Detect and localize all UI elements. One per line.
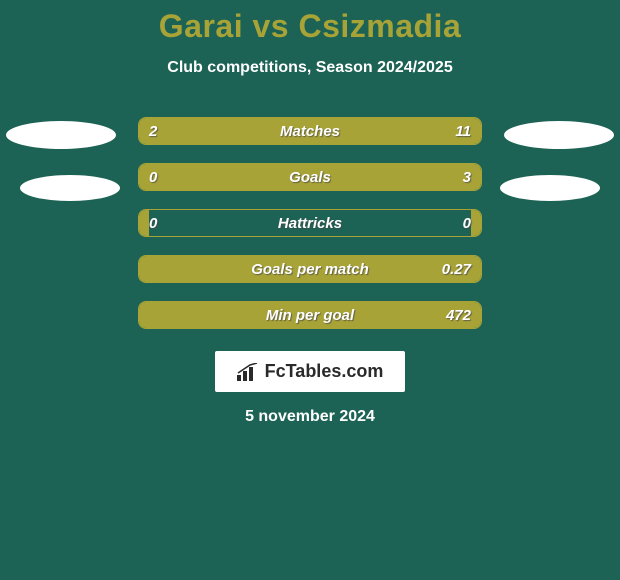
stat-value-left: 0 [149,164,157,190]
stat-row: Goals per match0.27 [138,255,482,283]
page-subtitle: Club competitions, Season 2024/2025 [167,59,452,77]
stat-value-right: 0.27 [442,256,471,282]
stat-row: Goals0 3 [138,163,482,191]
stat-label: Hattricks [139,210,481,236]
stat-row: Min per goal472 [138,301,482,329]
stat-value-right: 472 [446,302,471,328]
brand-chart-icon [237,363,259,381]
stat-row: Hattricks0 0 [138,209,482,237]
stat-value-right: 11 [455,118,471,144]
stat-row: Matches2 11 [138,117,482,145]
brand-badge: FcTables.com [215,351,406,392]
stat-label: Goals [139,164,481,190]
brand-text: FcTables.com [265,361,384,382]
stat-value-right: 3 [463,164,471,190]
stat-label: Goals per match [139,256,481,282]
team-left-avatar [20,175,120,201]
player-left-avatar [6,121,116,149]
stat-value-right: 0 [463,210,471,236]
page-title: Garai vs Csizmadia [159,8,461,45]
chart-area: Matches211Goals03Hattricks00Goals per ma… [0,117,620,426]
stat-value-left: 2 [149,118,157,144]
stat-value-left: 0 [149,210,157,236]
stat-label: Min per goal [139,302,481,328]
team-right-avatar [500,175,600,201]
comparison-infographic: Garai vs Csizmadia Club competitions, Se… [0,0,620,580]
stat-rows: Matches211Goals03Hattricks00Goals per ma… [138,117,482,329]
snapshot-date: 5 november 2024 [245,408,375,426]
player-right-avatar [504,121,614,149]
stat-label: Matches [139,118,481,144]
